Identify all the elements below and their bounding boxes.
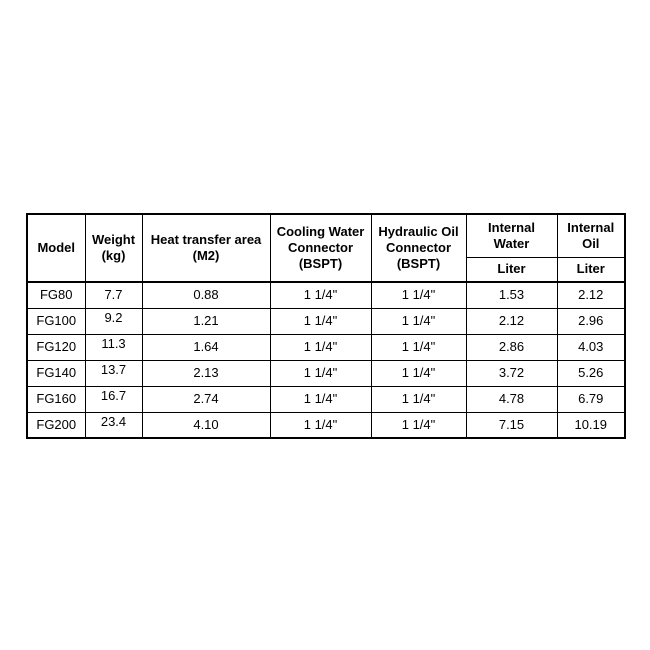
cell-internal-oil: 2.12 [556, 281, 626, 309]
cell-internal-oil: 6.79 [556, 385, 626, 413]
table-row-fg160: FG160 16.7 2.74 1 1/4" 1 1/4" 4.78 6.79 [26, 385, 626, 413]
cell-heat-area: 4.10 [141, 411, 271, 439]
table-row-fg80: FG80 7.7 0.88 1 1/4" 1 1/4" 1.53 2.12 [26, 281, 626, 309]
cell-model: FG160 [26, 385, 86, 413]
cell-cooling-conn: 1 1/4" [269, 385, 372, 413]
cell-weight: 7.7 [84, 281, 143, 309]
cell-hydraulic-conn: 1 1/4" [370, 281, 467, 309]
cell-heat-area: 1.64 [141, 333, 271, 361]
cell-internal-water: 4.78 [465, 385, 558, 413]
col-header-cooling-water: Cooling Water Connector (BSPT) [269, 213, 372, 283]
cell-hydraulic-conn: 1 1/4" [370, 385, 467, 413]
table-row-fg100: FG100 9.2 1.21 1 1/4" 1 1/4" 2.12 2.96 [26, 307, 626, 335]
col-header-hydraulic-oil: Hydraulic Oil Connector (BSPT) [370, 213, 467, 283]
cell-weight: 16.7 [84, 385, 143, 413]
cell-hydraulic-conn: 1 1/4" [370, 411, 467, 439]
cell-internal-water: 1.53 [465, 281, 558, 309]
cell-heat-area: 2.13 [141, 359, 271, 387]
cell-heat-area: 0.88 [141, 281, 271, 309]
cell-cooling-conn: 1 1/4" [269, 281, 372, 309]
table-row-fg120: FG120 11.3 1.64 1 1/4" 1 1/4" 2.86 4.03 [26, 333, 626, 361]
spec-table: Model Weight (kg) Heat transfer area (M2… [26, 213, 626, 439]
subheader-liter-water: Liter [465, 256, 558, 283]
cell-model: FG80 [26, 281, 86, 309]
cell-hydraulic-conn: 1 1/4" [370, 359, 467, 387]
cell-heat-area: 1.21 [141, 307, 271, 335]
col-header-internal-water: Internal Water [465, 213, 558, 258]
cell-internal-oil: 5.26 [556, 359, 626, 387]
cell-internal-water: 3.72 [465, 359, 558, 387]
cell-hydraulic-conn: 1 1/4" [370, 307, 467, 335]
cell-weight: 9.2 [84, 307, 143, 335]
cell-cooling-conn: 1 1/4" [269, 333, 372, 361]
cell-cooling-conn: 1 1/4" [269, 359, 372, 387]
cell-weight: 13.7 [84, 359, 143, 387]
cell-model: FG120 [26, 333, 86, 361]
cell-internal-oil: 10.19 [556, 411, 626, 439]
cell-internal-water: 7.15 [465, 411, 558, 439]
cell-model: FG140 [26, 359, 86, 387]
cell-weight: 11.3 [84, 333, 143, 361]
col-header-heat-transfer: Heat transfer area (M2) [141, 213, 271, 283]
subheader-liter-oil: Liter [556, 256, 626, 283]
cell-model: FG100 [26, 307, 86, 335]
table-row-fg200: FG200 23.4 4.10 1 1/4" 1 1/4" 7.15 10.19 [26, 411, 626, 439]
cell-internal-oil: 4.03 [556, 333, 626, 361]
cell-internal-water: 2.86 [465, 333, 558, 361]
subheader-row: Liter Liter [27, 256, 626, 283]
table-row-fg140: FG140 13.7 2.13 1 1/4" 1 1/4" 3.72 5.26 [26, 359, 626, 387]
col-header-weight: Weight (kg) [84, 213, 143, 283]
cell-model: FG200 [26, 411, 86, 439]
cell-internal-water: 2.12 [465, 307, 558, 335]
cell-hydraulic-conn: 1 1/4" [370, 333, 467, 361]
col-header-internal-oil: Internal Oil [556, 213, 626, 258]
cell-internal-oil: 2.96 [556, 307, 626, 335]
cell-cooling-conn: 1 1/4" [269, 307, 372, 335]
cell-weight: 23.4 [84, 411, 143, 439]
cell-heat-area: 2.74 [141, 385, 271, 413]
header-row: Model Weight (kg) Heat transfer area (M2… [26, 213, 626, 283]
cell-cooling-conn: 1 1/4" [269, 411, 372, 439]
col-header-model: Model [26, 213, 86, 283]
